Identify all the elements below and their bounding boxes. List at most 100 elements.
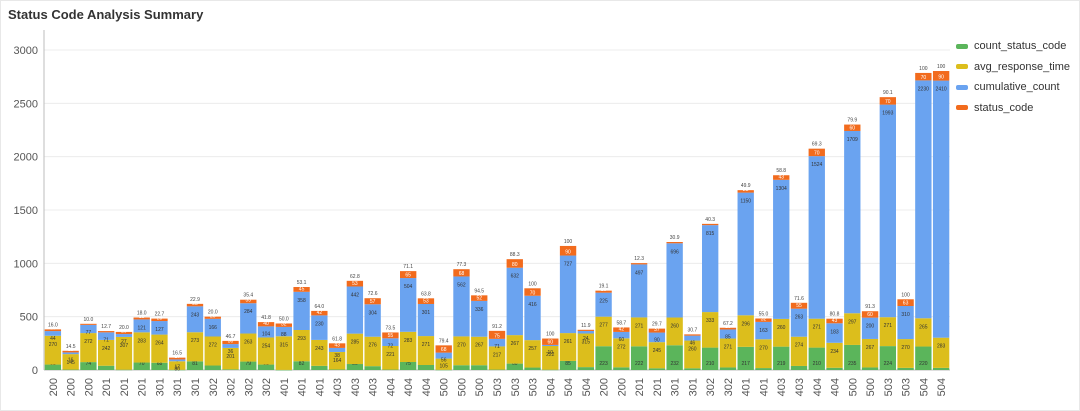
data-label: 243	[315, 346, 324, 352]
bar-top-label: 22.7	[155, 312, 165, 318]
x-tick-label: 301	[154, 378, 166, 396]
bar-status-code	[684, 334, 701, 336]
data-label: 90	[654, 338, 660, 344]
bar-avg-response-time	[44, 335, 62, 365]
bar-count-status-code	[577, 367, 594, 370]
bar-count-status-code	[169, 369, 186, 371]
x-tick-label: 403	[368, 378, 380, 396]
bar-avg-response-time	[897, 339, 914, 368]
bar-count-status-code	[364, 366, 381, 370]
bar-top-label: 100	[919, 66, 928, 72]
bar-avg-response-time	[648, 342, 666, 369]
bar-count-status-code	[417, 364, 435, 370]
bar-top-label: 91.3	[865, 304, 875, 310]
data-label: 20	[121, 329, 127, 335]
data-label: 271	[724, 345, 733, 351]
data-label: 223	[599, 361, 608, 367]
bar-status-code	[417, 298, 435, 304]
data-label: 60	[619, 337, 625, 343]
legend-item-status-code[interactable]: status_code	[956, 98, 1070, 119]
bar-cumulative-count	[417, 303, 435, 337]
bar-avg-response-time	[98, 339, 115, 366]
bar-count-status-code	[719, 367, 737, 370]
data-label: 243	[191, 312, 200, 318]
data-label: 80	[174, 366, 180, 372]
bar-count-status-code	[542, 369, 559, 371]
data-label: 164	[333, 358, 342, 364]
bar-status-code	[613, 327, 630, 332]
data-label: 11	[583, 325, 588, 331]
bar-status-code	[293, 287, 310, 292]
bar-top-label: 30.9	[670, 235, 680, 241]
x-tick-label: 504	[545, 378, 557, 396]
bar-status-code	[932, 71, 950, 81]
bar-top-label: 88.3	[510, 252, 520, 258]
x-tick-label: 504	[918, 378, 930, 396]
bar-avg-response-time	[275, 336, 292, 370]
bar-avg-response-time	[311, 339, 328, 366]
x-tick-label: 403	[776, 378, 788, 396]
bar-avg-response-time	[666, 317, 683, 346]
bar-cumulative-count	[737, 192, 754, 316]
data-label: 70	[139, 361, 145, 367]
bar-count-status-code	[506, 363, 523, 370]
x-tick-label: 504	[581, 378, 593, 396]
data-label: 264	[155, 341, 164, 347]
bar-cumulative-count	[684, 335, 701, 341]
bar-avg-response-time	[382, 346, 399, 370]
bar-top-label: 49.9	[741, 183, 751, 189]
bar-cumulative-count	[897, 306, 914, 340]
bar-avg-response-time	[755, 339, 772, 369]
bar-count-status-code	[488, 369, 506, 371]
bar-count-status-code	[524, 367, 541, 370]
x-tick-label: 504	[563, 378, 575, 396]
data-label: 53	[423, 298, 429, 304]
bar-cumulative-count	[666, 243, 683, 318]
bar-status-code	[897, 299, 914, 306]
legend-item-cumulative-count[interactable]: cumulative_count	[956, 77, 1070, 98]
x-tick-label: 200	[83, 378, 95, 396]
bar-top-label: 79.4	[439, 338, 449, 344]
bar-status-code	[62, 350, 79, 353]
x-tick-label: 301	[687, 378, 699, 396]
x-tick-label: 504	[936, 378, 948, 396]
bar-count-status-code	[915, 346, 932, 370]
bar-avg-response-time	[506, 335, 523, 364]
data-label: 270	[759, 345, 768, 351]
data-label: 296	[742, 321, 751, 327]
legend-swatch	[956, 43, 968, 49]
bar-avg-response-time	[186, 332, 204, 362]
bar-avg-response-time	[80, 333, 97, 363]
bar-status-code	[879, 97, 896, 105]
data-label: 85	[725, 334, 731, 340]
data-label: 68	[157, 361, 163, 367]
bar-avg-response-time	[133, 332, 150, 363]
data-label: 68	[441, 347, 447, 353]
legend-item-avg-response-time[interactable]: avg_response_time	[956, 57, 1070, 78]
data-label: 71	[494, 344, 500, 350]
data-label: 183	[830, 329, 839, 335]
x-tick-label: 503	[510, 378, 522, 396]
bar-top-label: 71.1	[403, 264, 413, 270]
bar-avg-response-time	[257, 337, 275, 365]
bar-count-status-code	[773, 346, 790, 370]
data-label: 257	[528, 346, 537, 352]
data-label: 90	[938, 75, 944, 81]
data-label: 70	[921, 75, 927, 81]
legend-item-count-status-code[interactable]: count_status_code	[956, 36, 1070, 57]
bar-status-code	[240, 299, 257, 304]
data-label: 267	[475, 343, 484, 349]
bar-avg-response-time	[524, 340, 541, 368]
bar-status-code	[453, 269, 470, 277]
data-label: 1150	[740, 199, 751, 205]
x-tick-label: 201	[101, 378, 113, 396]
data-label: 57	[370, 299, 376, 305]
bar-top-label: 19.1	[599, 284, 609, 290]
bar-status-code	[435, 345, 452, 353]
x-tick-label: 503	[901, 378, 913, 396]
bar-cumulative-count	[222, 344, 239, 348]
data-label: 17	[174, 354, 180, 360]
data-label: 222	[546, 352, 555, 358]
data-label: 815	[706, 231, 715, 237]
data-label: 18	[139, 314, 145, 320]
